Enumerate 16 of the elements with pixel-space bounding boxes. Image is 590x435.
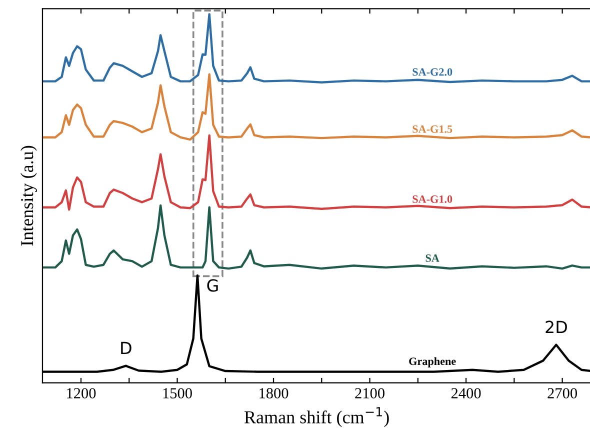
x-tick-label: 2700 bbox=[548, 388, 577, 398]
series-label: SA-G1.5 bbox=[412, 125, 452, 133]
x-tick-label: 1800 bbox=[260, 388, 288, 398]
series-label: Graphene bbox=[409, 357, 456, 368]
x-tick-label: 2100 bbox=[355, 388, 384, 398]
series-label: SA-G1.0 bbox=[412, 195, 452, 203]
annotation: G bbox=[207, 279, 218, 292]
x-tick-label: 1200 bbox=[67, 388, 96, 398]
series-label: SA-G2.0 bbox=[412, 68, 452, 76]
annotation: 2D bbox=[546, 320, 567, 334]
annotation: D bbox=[121, 342, 132, 354]
x-tick-label: 2400 bbox=[451, 388, 481, 398]
series-label: SA bbox=[426, 254, 440, 262]
x-axis-title: Raman shift (cm$^{−1}$) bbox=[244, 407, 389, 428]
y-axis-title: Intensity (a.u) bbox=[20, 146, 37, 246]
x-tick-label: 1500 bbox=[163, 388, 192, 398]
